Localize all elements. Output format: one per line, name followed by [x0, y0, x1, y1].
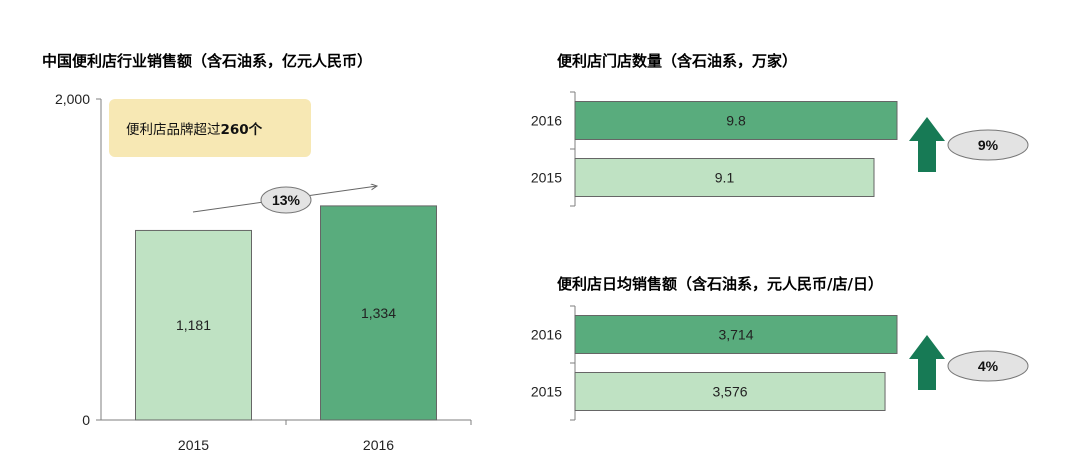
sales-chart-title: 中国便利店行业销售额（含石油系，亿元人民币）	[42, 52, 372, 70]
daily-growth-indicator: 4%	[909, 335, 1029, 390]
store-count-chart: 便利店门店数量（含石油系，万家） 9.8 2016 9.1 2015 9%	[531, 52, 1029, 207]
brand-count-annotation: 便利店品牌超过260个	[109, 99, 311, 157]
daily-sales-bar-value-label: 3,714	[718, 327, 753, 343]
daily-sales-bar-2016	[574, 315, 898, 354]
sales-growth-badge	[260, 186, 312, 214]
store-count-bar-2016	[574, 101, 898, 140]
store-count-category-label: 2016	[531, 113, 562, 129]
sales-bar-value-label: 1,181	[176, 317, 211, 333]
sales-chart: 中国便利店行业销售额（含石油系，亿元人民币） 2,000 0 1,181 2015…	[42, 52, 472, 453]
daily-sales-bar-value-label: 3,576	[712, 384, 747, 400]
store-growth-badge	[947, 129, 1029, 161]
sales-y-axis: 2,000 0	[55, 91, 102, 428]
brand-count-annotation-prefix: 便利店品牌超过	[126, 121, 221, 138]
store-count-category-label: 2015	[531, 170, 562, 186]
store-count-axis	[570, 91, 576, 207]
daily-sales-chart: 便利店日均销售额（含石油系，元人民币/店/日） 3,714 2016 3,576 20…	[531, 275, 1029, 421]
store-count-bar-2015	[574, 158, 875, 197]
sales-growth-label: 13%	[272, 192, 301, 208]
sales-x-tick-label: 2015	[178, 437, 209, 453]
sales-growth-indicator: 13%	[192, 186, 377, 214]
sales-y-tick-label-min: 0	[82, 412, 90, 428]
sales-y-tick-label-max: 2,000	[55, 91, 90, 107]
store-count-bars: 9.8 2016 9.1 2015	[531, 101, 898, 197]
brand-count-annotation-box	[109, 99, 311, 157]
sales-bar-2016	[320, 205, 437, 421]
daily-sales-title: 便利店日均销售额（含石油系，元人民币/店/日）	[557, 275, 883, 293]
daily-sales-bar-2015	[574, 372, 886, 411]
sales-bar-value-label: 1,334	[361, 305, 396, 321]
daily-growth-badge	[947, 350, 1029, 382]
daily-growth-up-arrow-icon	[909, 335, 945, 390]
store-growth-indicator: 9%	[909, 117, 1029, 172]
store-count-title: 便利店门店数量（含石油系，万家）	[557, 52, 797, 70]
brand-count-annotation-bold: 260个	[221, 122, 263, 138]
daily-sales-bars: 3,714 2016 3,576 2015	[531, 315, 898, 411]
daily-sales-axis	[570, 305, 576, 421]
sales-bar-2015	[135, 229, 252, 421]
daily-sales-category-label: 2016	[531, 327, 562, 343]
store-growth-up-arrow-icon	[909, 117, 945, 172]
daily-sales-category-label: 2015	[531, 384, 562, 400]
store-growth-label: 9%	[978, 137, 999, 153]
sales-x-axis	[101, 419, 472, 425]
store-count-bar-value-label: 9.1	[715, 170, 735, 186]
daily-growth-label: 4%	[978, 358, 999, 374]
brand-count-annotation-text: 便利店品牌超过260个	[126, 121, 263, 138]
store-count-bar-value-label: 9.8	[726, 113, 746, 129]
sales-x-tick-label: 2016	[363, 437, 394, 453]
sales-bars: 1,181 2015 1,334 2016	[135, 205, 437, 453]
